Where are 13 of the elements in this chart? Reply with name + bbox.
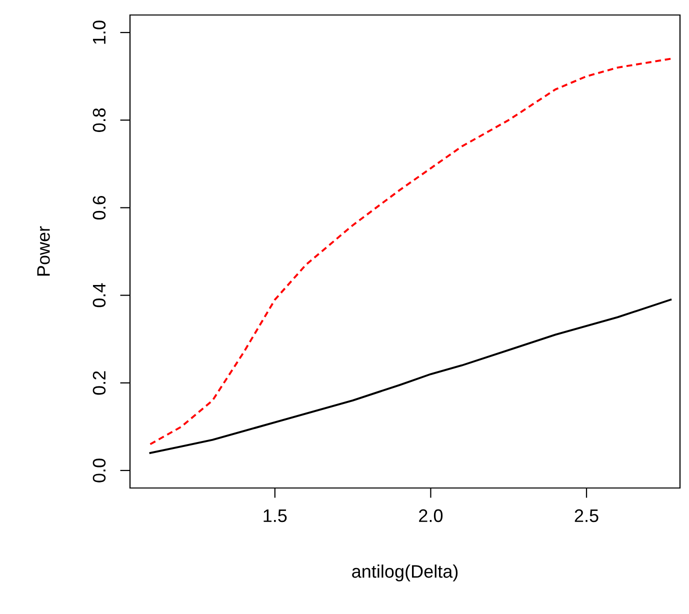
line-series xyxy=(149,58,672,446)
x-tick-label: 1.5 xyxy=(264,509,287,522)
y-tick-label: 0.8 xyxy=(92,108,106,132)
x-tick-label: 2.5 xyxy=(574,509,598,522)
y-tick-label: 0.2 xyxy=(92,371,106,395)
line-series xyxy=(149,298,672,454)
y-tick-label: 1.0 xyxy=(92,20,106,44)
y-tick-label: 0.4 xyxy=(92,283,106,308)
x-axis-title: antilog(Delta) xyxy=(352,564,458,582)
y-tick-label: 0.6 xyxy=(92,196,106,220)
x-tick-label: 2.0 xyxy=(419,509,443,522)
y-axis-title: Power xyxy=(37,226,50,276)
y-tick-label: 0.0 xyxy=(92,458,106,482)
